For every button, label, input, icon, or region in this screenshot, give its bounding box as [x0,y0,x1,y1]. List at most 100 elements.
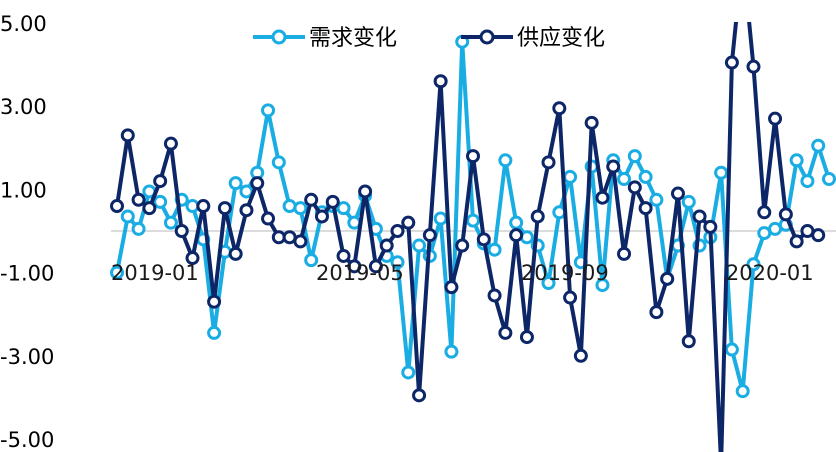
data-point [563,290,578,305]
data-point [282,199,297,214]
legend-marker [271,29,287,45]
data-point [627,149,642,164]
data-point [239,203,254,218]
data-point [573,348,588,363]
legend: 需求变化 供应变化 [253,26,605,51]
data-point [304,192,319,207]
data-point [444,280,459,295]
data-point [811,138,826,153]
data-point [595,190,610,205]
data-point [455,238,470,253]
data-point [336,248,351,263]
data-point [250,176,265,191]
data-point [530,209,545,224]
data-point [509,215,524,230]
data-point [498,153,513,168]
data-point [541,276,556,290]
data-point [649,305,664,320]
data-point [638,201,653,216]
data-point [822,172,836,186]
data-point [703,219,718,234]
data-point [131,192,146,207]
data-point [498,325,513,340]
x-tick-label: 2019-05 [316,261,404,285]
data-point [217,201,232,216]
data-point [487,288,502,303]
data-point [595,278,610,293]
data-point [606,159,621,174]
x-tick-label: 2019-09 [521,261,609,285]
data-point [304,253,319,268]
data-point [811,228,826,243]
data-point [196,199,211,214]
data-point [347,259,362,274]
data-point [293,234,308,249]
data-point [789,234,804,249]
x-tick-label: 2019-01 [111,261,199,285]
data-point [509,228,524,243]
data-point [768,111,783,126]
data-point [692,209,707,224]
data-point [519,330,534,345]
data-point [228,176,243,191]
data-point [724,342,739,357]
legend-label: 供应变化 [517,26,605,51]
data-point [670,186,685,201]
series-1 [110,34,836,399]
data-point [163,215,178,230]
data-point [261,211,276,226]
data-point [617,172,632,186]
data-point [358,184,373,199]
data-point [153,174,168,189]
legend-item-2: 供应变化 [461,26,605,51]
data-point [185,251,200,266]
data-point [519,230,534,245]
data-point [487,242,502,257]
y-tick-label: -1.00 [0,262,54,286]
data-point [681,334,696,349]
data-point [789,153,804,168]
data-point [638,169,653,184]
data-point [142,201,157,216]
data-point [649,192,664,207]
data-point [627,180,642,195]
data-point [714,165,729,180]
data-point [746,59,761,74]
data-point [271,155,286,170]
data-point [757,205,772,220]
data-point [131,221,146,236]
data-point [110,199,124,214]
data-point [466,149,480,164]
legend-item-1: 需求变化 [253,26,397,51]
data-point [541,155,556,170]
data-point [422,228,437,243]
data-point [466,213,480,228]
data-point [412,238,427,253]
data-point [379,238,394,253]
series-layer [110,22,836,452]
data-point [735,384,750,399]
data-point [207,325,222,340]
data-point [552,101,567,116]
data-point [681,194,696,209]
data-point [153,194,168,209]
data-point [433,74,448,89]
y-tick-label: 1.00 [0,178,47,202]
data-point [476,232,491,247]
y-tick-label: -3.00 [0,345,54,369]
data-point [412,388,427,403]
data-point [584,115,599,130]
x-tick-label: 2020-01 [726,261,814,285]
data-point [207,294,222,309]
data-point [120,209,135,224]
x-axis: 2019-01 2019-05 2019-09 2020-01 [111,261,814,285]
data-point [401,365,416,380]
data-point [261,103,276,118]
data-point [401,215,416,230]
data-point [660,271,675,286]
data-point [228,246,243,261]
y-tick-label: 5.00 [0,12,47,36]
legend-marker [479,29,495,45]
data-point [163,136,178,151]
